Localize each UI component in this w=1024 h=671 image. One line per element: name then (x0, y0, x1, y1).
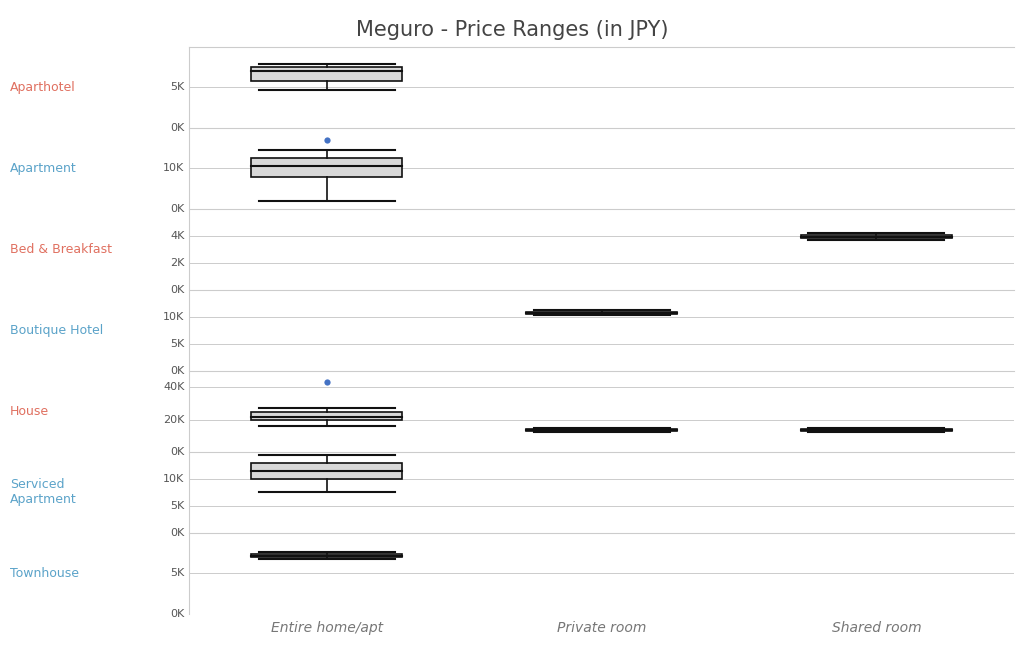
Text: 0K: 0K (170, 285, 184, 295)
Bar (251, 67, 402, 81)
Text: Townhouse: Townhouse (10, 567, 79, 580)
Bar (251, 463, 402, 479)
Text: 0K: 0K (170, 366, 184, 376)
Text: 0K: 0K (170, 609, 184, 619)
Text: Meguro - Price Ranges (in JPY): Meguro - Price Ranges (in JPY) (355, 20, 669, 40)
Bar (801, 236, 952, 238)
Text: 40K: 40K (163, 382, 184, 392)
Bar (251, 158, 402, 176)
Bar (251, 412, 402, 420)
Text: 5K: 5K (170, 339, 184, 349)
Text: 4K: 4K (170, 231, 184, 241)
Text: 10K: 10K (163, 312, 184, 322)
Text: Entire home/apt: Entire home/apt (270, 621, 383, 635)
Bar (526, 311, 677, 314)
Text: Apartment: Apartment (10, 162, 77, 175)
Text: Shared room: Shared room (831, 621, 922, 635)
Text: 5K: 5K (170, 568, 184, 578)
Text: 0K: 0K (170, 528, 184, 538)
Text: 0K: 0K (170, 123, 184, 133)
Text: 5K: 5K (170, 83, 184, 93)
Bar (251, 554, 402, 557)
Text: Bed & Breakfast: Bed & Breakfast (10, 243, 113, 256)
Bar (526, 429, 677, 431)
Bar (801, 429, 952, 431)
Text: 2K: 2K (170, 258, 184, 268)
Text: 10K: 10K (163, 474, 184, 484)
Text: 20K: 20K (163, 415, 184, 425)
Text: 0K: 0K (170, 447, 184, 457)
Text: Boutique Hotel: Boutique Hotel (10, 324, 103, 337)
Text: 10K: 10K (163, 164, 184, 174)
Text: 5K: 5K (170, 501, 184, 511)
Text: 0K: 0K (170, 204, 184, 214)
Text: Serviced
Apartment: Serviced Apartment (10, 478, 77, 507)
Text: Aparthotel: Aparthotel (10, 81, 76, 94)
Text: House: House (10, 405, 49, 418)
Text: Private room: Private room (557, 621, 646, 635)
